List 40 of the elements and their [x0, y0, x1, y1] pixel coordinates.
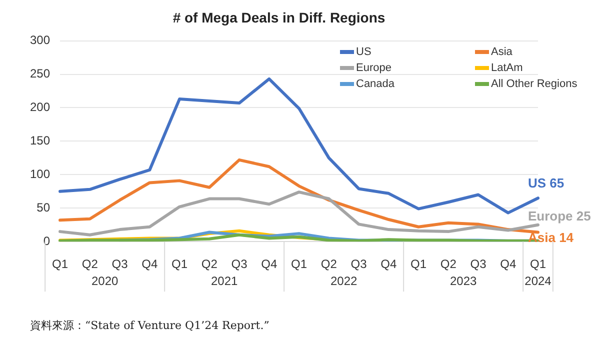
x-tick-label: Q3	[231, 257, 248, 272]
x-tick-label: Q2	[320, 257, 338, 272]
legend-label: Canada	[356, 78, 395, 90]
y-tick-label: 300	[30, 33, 50, 48]
text: 2024	[524, 274, 552, 288]
legend-label: Asia	[491, 46, 512, 58]
text: 2020	[91, 274, 118, 288]
y-tick-label: 100	[30, 166, 50, 181]
legend-label: LatAm	[491, 62, 523, 74]
text: 2023	[450, 274, 477, 288]
legend-label: All Other Regions	[491, 78, 578, 90]
text: 2022	[330, 274, 358, 288]
y-tick-label: 50	[36, 200, 50, 214]
y-tick-label: 200	[30, 100, 50, 114]
text: 2021	[210, 274, 238, 288]
y-tick-label: 150	[30, 134, 50, 148]
data-label: Asia 14	[528, 230, 574, 245]
x-tick-label: Q4	[380, 257, 397, 272]
x-tick-label: Q4	[261, 257, 278, 272]
chart-title: # of Mega Deals in Diff. Regions	[172, 9, 386, 26]
data-label: Europe 25	[528, 208, 591, 224]
x-tick-label: Q3	[470, 257, 487, 272]
x-tick-label: Q4	[142, 257, 158, 272]
x-tick-label: Q1	[530, 257, 546, 272]
y-tick-label: 250	[30, 66, 50, 81]
x-tick-label: Q1	[291, 257, 308, 272]
y-tick-label: 0	[43, 234, 50, 248]
x-tick-label: Q1	[410, 257, 427, 272]
x-tick-label: Q1	[52, 257, 68, 272]
x-tick-label: Q2	[201, 257, 218, 272]
source-note: 資料來源：“State of Venture Q1’24 Report.”	[30, 318, 270, 333]
x-tick-label: Q3	[112, 257, 128, 272]
x-tick-label: Q2	[82, 257, 98, 272]
x-tick-label: Q2	[440, 257, 457, 272]
x-tick-label: Q4	[500, 257, 516, 272]
x-tick-label: Q3	[350, 257, 368, 272]
data-label: US 65	[528, 176, 564, 191]
legend-label: Europe	[356, 62, 392, 74]
x-tick-label: Q1	[172, 257, 188, 272]
legend-label: US	[356, 46, 372, 58]
